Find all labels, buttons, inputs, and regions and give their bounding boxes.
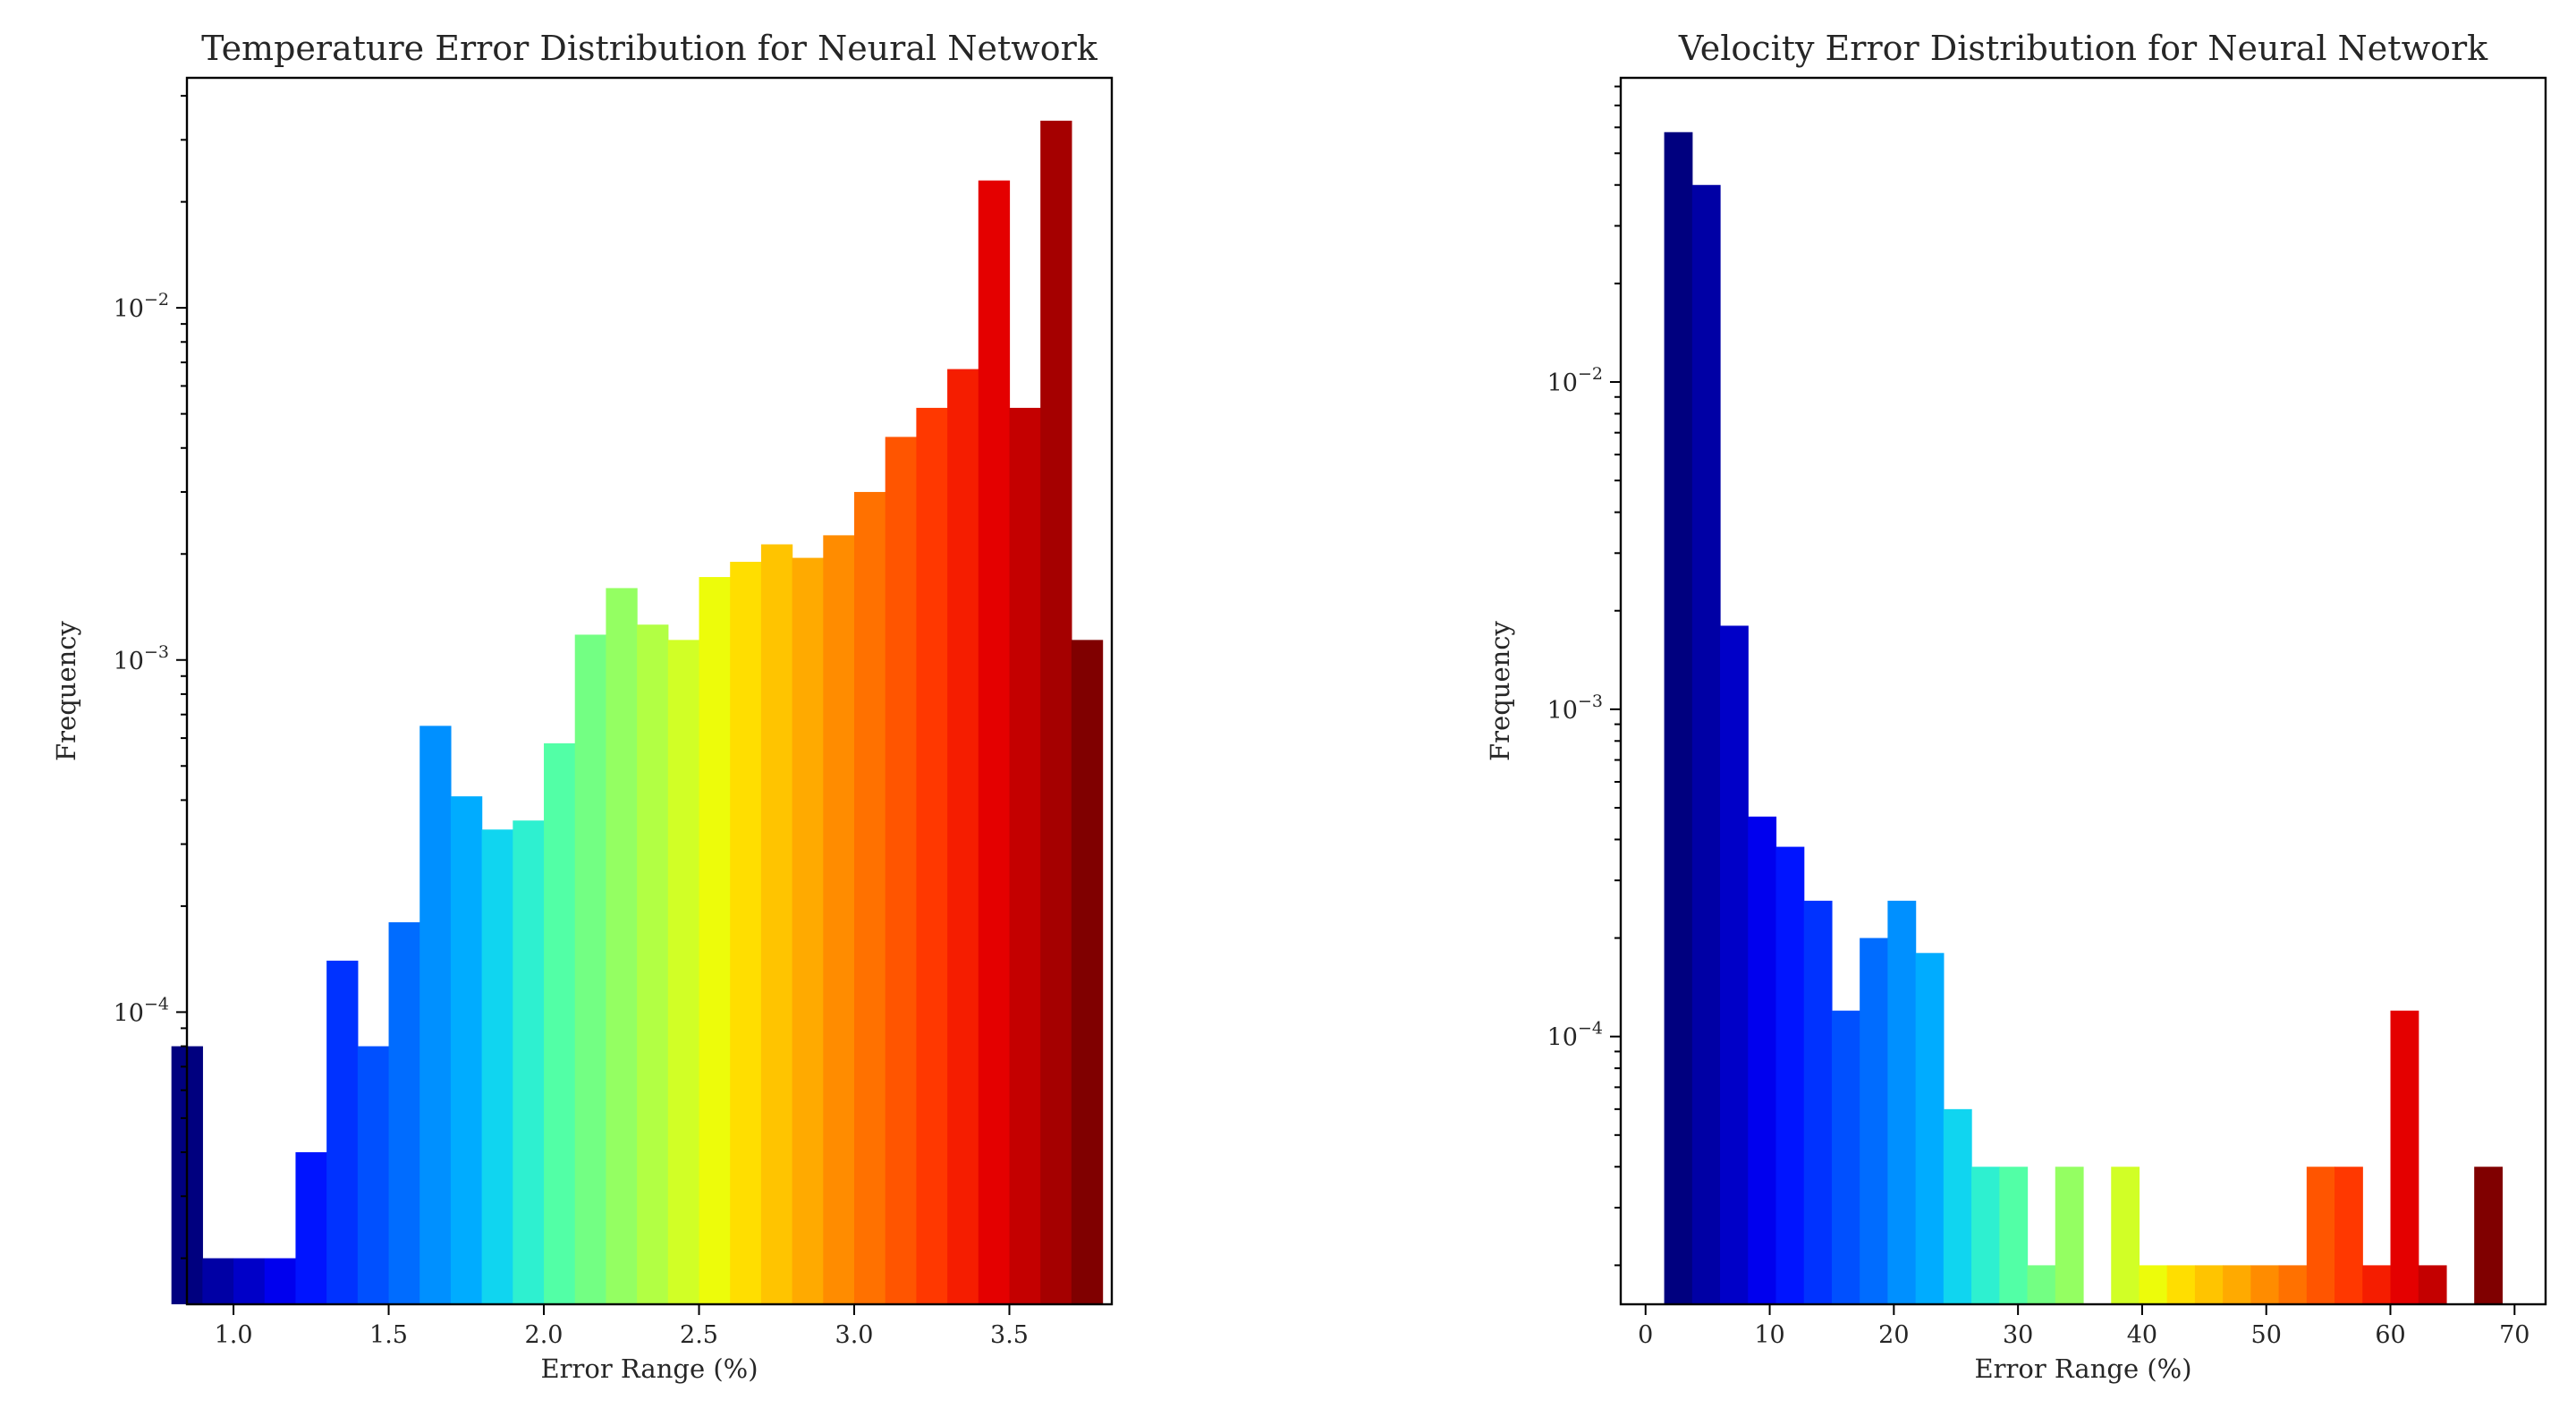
temp-bar: [295, 1152, 327, 1304]
temp-bar: [854, 491, 886, 1304]
vel-x-tick-label: 70: [2499, 1321, 2529, 1349]
temp-axes-frame: [185, 76, 1114, 1306]
vel-bar: [2250, 1265, 2280, 1304]
vel-bar: [2223, 1265, 2251, 1304]
temp-y-tick-label: 10−4: [114, 994, 169, 1027]
temp-bar: [792, 557, 824, 1304]
vel-x-tick-label: 10: [1754, 1321, 1784, 1349]
temp-bar: [978, 180, 1011, 1305]
vel-bar: [2027, 1265, 2056, 1304]
vel-bar: [2194, 1265, 2224, 1304]
temp-bar: [823, 535, 855, 1304]
temp-x-tick-label: 3.0: [835, 1321, 874, 1349]
temp-y-tick-label: 10−3: [114, 642, 169, 675]
temp-bar: [513, 820, 545, 1304]
vel-bar: [2166, 1265, 2196, 1304]
vel-chart: 0 10 20 30 40 50 60 70 10−4 10−3 10−2 Velocity Erro…: [1485, 29, 2547, 1384]
temp-bar: [730, 562, 762, 1304]
vel-bar: [2418, 1265, 2447, 1304]
vel-bar: [1748, 816, 1777, 1304]
vel-bar: [2390, 1010, 2419, 1304]
temp-bar: [606, 588, 638, 1304]
vel-bar: [1887, 900, 1917, 1304]
vel-y-axis-label: Frequency: [1485, 620, 1515, 760]
temp-bar: [637, 624, 669, 1304]
temp-x-tick-label: 1.0: [215, 1321, 253, 1349]
vel-bar: [1860, 938, 1888, 1304]
temp-bar: [202, 1258, 234, 1304]
vel-bar: [1999, 1167, 2029, 1304]
temp-bar: [885, 437, 917, 1304]
temp-bars: [171, 120, 1104, 1305]
temp-bar: [388, 921, 420, 1304]
temp-x-tick-label: 1.5: [369, 1321, 408, 1349]
vel-bar: [1691, 184, 1721, 1304]
vel-bar: [1664, 132, 1693, 1305]
temp-x-tick-label: 2.0: [525, 1321, 564, 1349]
vel-x-axis-label: Error Range (%): [1974, 1353, 2191, 1384]
temp-bar: [1040, 120, 1072, 1304]
vel-y-tick-label: 10−4: [1547, 1019, 1603, 1052]
vel-chart-title: Velocity Error Distribution for Neural N…: [1678, 29, 2488, 68]
temp-chart: 1.0 1.5 2.0 2.5 3.0 3.5 10−4 10−3 10−2 Temperatur…: [51, 29, 1114, 1384]
temp-bar: [947, 369, 979, 1305]
temp-y-axis-label: Frequency: [51, 620, 81, 760]
temp-y-tick-label: 10−2: [114, 290, 169, 323]
vel-bars: [1664, 132, 2504, 1305]
vel-bar: [1831, 1010, 1860, 1304]
vel-bar: [1943, 1108, 1972, 1304]
vel-bar: [2139, 1265, 2168, 1304]
vel-y-tick-label: 10−2: [1547, 364, 1603, 397]
temp-bar: [699, 577, 731, 1304]
vel-x-tick-label: 40: [2127, 1321, 2157, 1349]
temp-bar: [419, 725, 452, 1304]
vel-x-tick-label: 50: [2251, 1321, 2282, 1349]
vel-x-tick-label: 60: [2375, 1321, 2405, 1349]
temp-bar: [667, 640, 700, 1304]
temp-bar: [1071, 640, 1104, 1304]
temp-bar: [1009, 407, 1041, 1304]
vel-bar: [1775, 846, 1805, 1304]
temp-bar: [357, 1046, 390, 1304]
vel-x-tick-label: 30: [2003, 1321, 2033, 1349]
vel-bar: [2334, 1167, 2363, 1304]
vel-bar: [1971, 1167, 2000, 1304]
temp-bar: [233, 1258, 266, 1304]
vel-y-tick-label: 10−3: [1547, 692, 1603, 725]
temp-bar: [481, 829, 513, 1304]
temp-bar: [916, 407, 948, 1304]
temp-bar: [544, 742, 576, 1304]
vel-bar: [2278, 1265, 2308, 1304]
vel-bar: [2474, 1167, 2504, 1304]
temp-chart-title: Temperature Error Distribution for Neura…: [201, 29, 1098, 68]
temp-bar: [450, 796, 483, 1304]
vel-bar: [2362, 1265, 2392, 1304]
vel-bar: [2055, 1167, 2084, 1304]
vel-bar: [2306, 1167, 2335, 1304]
vel-bar: [1915, 953, 1945, 1304]
vel-bar: [1720, 625, 1749, 1304]
vel-bar: [2111, 1167, 2140, 1304]
temp-x-axis-label: Error Range (%): [540, 1353, 758, 1384]
temp-bar: [326, 960, 359, 1304]
temp-bar: [760, 544, 793, 1304]
vel-x-tick-label: 20: [1878, 1321, 1909, 1349]
temp-bar: [264, 1258, 297, 1304]
temp-x-tick-label: 3.5: [990, 1321, 1029, 1349]
temp-bar: [574, 634, 607, 1304]
temp-x-tick-label: 2.5: [680, 1321, 718, 1349]
vel-bar: [1803, 900, 1833, 1304]
vel-axes-frame: [1619, 76, 2547, 1306]
vel-x-tick-label: 0: [1638, 1321, 1653, 1349]
